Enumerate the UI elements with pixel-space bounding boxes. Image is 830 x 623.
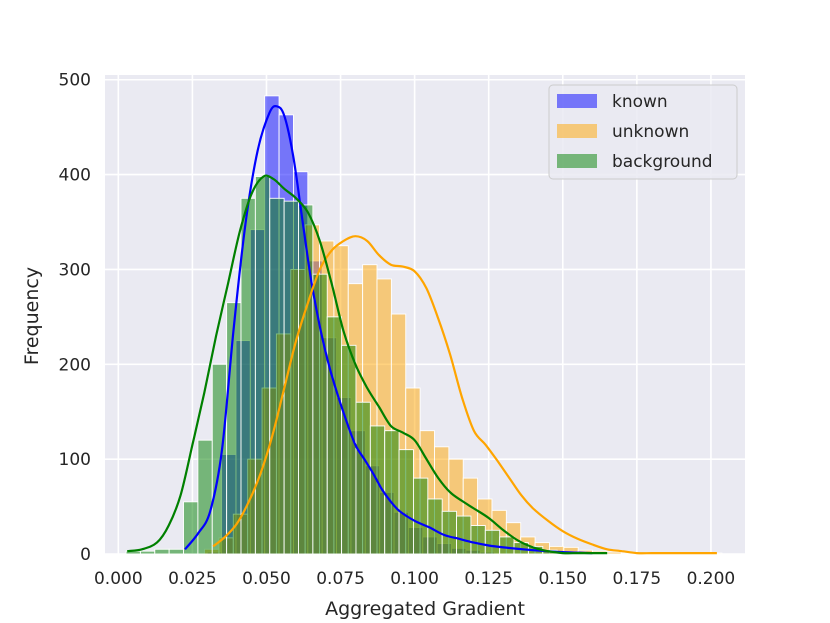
x-tick-label: 0.175: [613, 569, 662, 589]
background-kde-line: [127, 174, 608, 555]
background-legend-swatch: [557, 154, 597, 168]
background-bar: [298, 204, 314, 555]
known-legend-swatch: [557, 94, 597, 108]
background-bar: [384, 430, 400, 555]
background-bar: [183, 501, 199, 555]
x-tick-label: 0.025: [168, 569, 217, 589]
y-axis-ticks: 0 100 200 300 400 500: [59, 71, 91, 565]
background-bar: [499, 536, 515, 555]
y-axis-label: Frequency: [21, 267, 43, 365]
background-bar: [456, 515, 472, 555]
y-tick-label: 100: [59, 450, 91, 470]
legend-label: known: [612, 92, 668, 112]
x-axis-label: Aggregated Gradient: [325, 598, 525, 620]
background-bar: [254, 176, 271, 555]
background-bar: [441, 510, 458, 555]
legend-label: background: [612, 152, 713, 172]
background-bar: [197, 439, 213, 555]
x-tick-label: 0.125: [464, 569, 513, 589]
background-bar: [211, 363, 228, 555]
background-bar: [398, 449, 414, 555]
x-tick-label: 0.050: [242, 569, 291, 589]
x-axis-ticks: 0.000 0.025 0.050 0.075 0.100 0.125 0.150 0.175…: [94, 569, 735, 589]
x-tick-label: 0.000: [94, 569, 143, 589]
x-tick-label: 0.200: [687, 569, 736, 589]
x-tick-label: 0.075: [316, 569, 365, 589]
background-bar: [312, 273, 328, 555]
background-bar: [341, 344, 357, 555]
legend-label: unknown: [612, 122, 689, 142]
x-tick-label: 0.100: [390, 569, 439, 589]
legend: known unknown background: [548, 84, 738, 180]
y-tick-label: 400: [59, 166, 91, 186]
background-bar: [139, 550, 156, 555]
kde-curves: [127, 104, 717, 555]
y-tick-label: 200: [59, 355, 91, 375]
histogram-bars: [125, 95, 723, 555]
background-bar: [470, 525, 486, 555]
unknown-kde-line: [212, 235, 717, 555]
background-bar: [484, 529, 501, 555]
known-kde-line: [184, 104, 593, 555]
unknown-bar: [606, 551, 622, 555]
background-bar: [355, 401, 371, 555]
x-tick-label: 0.150: [538, 569, 587, 589]
background-bar: [269, 197, 285, 555]
background-bar: [326, 316, 343, 555]
background-bar: [154, 548, 170, 555]
background-bar: [168, 548, 184, 555]
background-bar: [226, 302, 242, 555]
background-bar: [412, 477, 429, 555]
y-tick-label: 500: [59, 71, 91, 91]
y-tick-label: 300: [59, 260, 91, 280]
unknown-legend-swatch: [557, 124, 597, 138]
y-tick-label: 0: [80, 545, 91, 565]
